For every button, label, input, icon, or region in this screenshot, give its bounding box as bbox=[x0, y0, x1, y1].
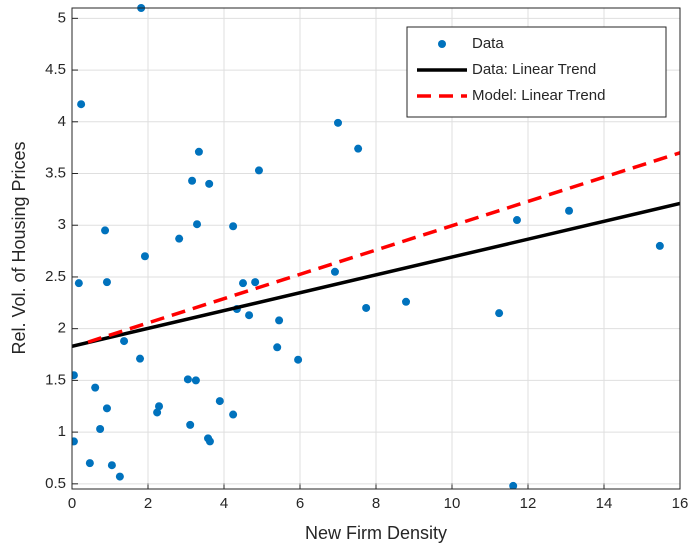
data-point bbox=[495, 309, 504, 318]
y-tick-label: 2.5 bbox=[45, 268, 66, 285]
data-point bbox=[205, 179, 214, 188]
data-point bbox=[229, 410, 238, 419]
data-point bbox=[155, 402, 164, 411]
data-point bbox=[334, 118, 342, 127]
x-tick-label: 12 bbox=[520, 495, 537, 512]
data-point bbox=[101, 226, 110, 235]
data-point bbox=[102, 278, 111, 287]
legend-label: Model: Linear Trend bbox=[472, 87, 605, 104]
trend-line bbox=[72, 201, 680, 348]
data-point bbox=[183, 375, 192, 384]
data-point bbox=[354, 144, 363, 153]
x-tick-label: 14 bbox=[596, 495, 613, 512]
x-tick-label: 10 bbox=[444, 495, 461, 512]
y-tick-label: 4 bbox=[58, 113, 66, 130]
data-point bbox=[186, 420, 195, 429]
data-point bbox=[175, 234, 184, 243]
data-point bbox=[273, 343, 282, 352]
y-tick-label: 1 bbox=[58, 423, 66, 440]
legend-box bbox=[406, 26, 667, 118]
data-point bbox=[655, 241, 664, 250]
data-point bbox=[330, 267, 339, 276]
data-point bbox=[215, 397, 224, 406]
data-point bbox=[512, 216, 521, 225]
y-tick-label: 3 bbox=[58, 216, 66, 233]
data-point bbox=[251, 278, 260, 287]
data-point bbox=[193, 220, 202, 229]
data-point bbox=[72, 371, 78, 380]
plot-area bbox=[72, 4, 680, 489]
data-point bbox=[239, 279, 247, 288]
data-point bbox=[254, 166, 263, 175]
data-point bbox=[96, 425, 105, 434]
data-point bbox=[205, 437, 214, 446]
data-point bbox=[509, 481, 518, 489]
data-point bbox=[294, 355, 303, 364]
data-point bbox=[194, 147, 203, 156]
data-point bbox=[136, 354, 145, 363]
data-point bbox=[565, 206, 574, 215]
y-tick-label: 0.5 bbox=[45, 475, 66, 492]
plot-frame bbox=[71, 7, 681, 490]
data-point bbox=[191, 376, 200, 385]
y-tick-label: 2 bbox=[58, 320, 66, 337]
legend-marker bbox=[438, 40, 446, 48]
y-tick-label: 3.5 bbox=[45, 164, 66, 181]
data-point bbox=[188, 176, 197, 185]
data-point bbox=[107, 461, 116, 470]
data-point bbox=[102, 404, 111, 413]
y-tick-label: 1.5 bbox=[45, 371, 66, 388]
x-axis-title: New Firm Density bbox=[305, 523, 447, 543]
legend-label: Data bbox=[472, 35, 504, 52]
data-point bbox=[362, 303, 371, 312]
data-point bbox=[153, 408, 162, 417]
y-tick-label: 4.5 bbox=[45, 61, 66, 78]
legend-label: Data: Linear Trend bbox=[472, 61, 596, 78]
data-point bbox=[74, 279, 83, 288]
data-point bbox=[85, 459, 94, 468]
data-point bbox=[120, 337, 129, 346]
x-tick-label: 16 bbox=[672, 495, 689, 512]
y-axis-title: Rel. Vol. of Housing Prices bbox=[9, 141, 29, 354]
data-point bbox=[72, 437, 78, 446]
data-point bbox=[115, 472, 124, 481]
data-point bbox=[245, 311, 254, 320]
y-tick-label: 5 bbox=[58, 9, 66, 26]
trend-line bbox=[87, 151, 680, 344]
data-point bbox=[77, 100, 86, 109]
x-tick-label: 2 bbox=[144, 495, 152, 512]
legend: Data Data: Linear Trend Model: Linear Tren… bbox=[406, 26, 667, 118]
x-tick-label: 4 bbox=[220, 495, 228, 512]
x-tick-label: 8 bbox=[372, 495, 380, 512]
data-point bbox=[275, 316, 284, 325]
data-point bbox=[91, 383, 100, 392]
x-tick-label: 6 bbox=[296, 495, 304, 512]
x-tick-label: 0 bbox=[68, 495, 76, 512]
data-point bbox=[229, 222, 238, 231]
data-point bbox=[140, 252, 149, 261]
data-point bbox=[402, 297, 411, 306]
